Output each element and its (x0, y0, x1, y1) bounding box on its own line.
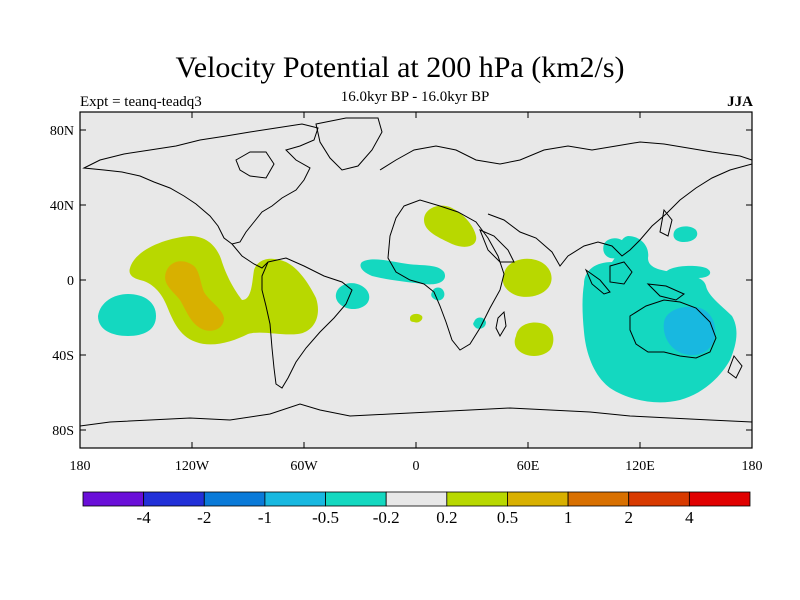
contour-neg-gulf-guinea (431, 287, 445, 301)
lon-tick-label: 120W (175, 459, 210, 474)
colorbar-label: 2 (624, 508, 633, 527)
colorbar-label: 1 (564, 508, 573, 527)
contour-neg-japan (673, 226, 698, 242)
lat-tick-label: 80N (50, 124, 74, 139)
contour-neg-maritime-continent (582, 236, 737, 403)
coastline-australia (629, 299, 717, 359)
coastline-antarctica (80, 403, 752, 427)
colorbar-swatch (264, 491, 326, 507)
contour-neg-brazil (335, 283, 370, 310)
colorbar-label: -0.5 (312, 508, 339, 527)
coastline-japan (659, 208, 673, 237)
colorbar: -4 -2 -1 -0.5 -0.2 0.2 0.5 1 2 4 (82, 491, 751, 527)
lon-tick-label: 120E (625, 459, 655, 474)
lon-tick-label: 180 (70, 459, 91, 474)
colorbar-label: 0.5 (497, 508, 518, 527)
colorbar-label: -0.2 (373, 508, 400, 527)
contour-neg-australia-core (663, 306, 716, 356)
contour-neg-east-africa (473, 317, 486, 329)
lat-tick-label: 40N (50, 199, 74, 214)
lat-tick-label: 80S (52, 424, 74, 439)
colorbar-label: -2 (197, 508, 211, 527)
colorbar-label: 4 (685, 508, 694, 527)
colorbar-swatch (82, 491, 145, 507)
colorbar-label: -1 (258, 508, 272, 527)
lat-tick-label: 0 (67, 274, 74, 289)
coastline-europe (379, 141, 752, 171)
coastline-central-america (231, 243, 269, 269)
coastline-arabia (479, 229, 515, 263)
season-label: JJA (727, 94, 753, 110)
colorbar-swatch (325, 491, 387, 507)
lat-tick-label: 40S (52, 349, 74, 364)
longitude-axis: 180 120W 60W 0 60E 120E 180 (70, 112, 763, 474)
coastlines (80, 117, 752, 427)
lon-tick-label: 60E (517, 459, 540, 474)
contour-pos-arabian-sea (502, 258, 552, 297)
latitude-axis: 80N 40N 0 40S 80S (50, 124, 752, 439)
contour-neg-tropical-atlantic (360, 259, 446, 285)
colorbar-label: 0.2 (436, 508, 457, 527)
contour-neg-central-pacific (98, 294, 156, 336)
plot-subtitle: 16.0kyr BP - 16.0kyr BP (340, 89, 490, 105)
coastline-africa (387, 199, 505, 351)
coastline-hudson-bay (235, 151, 275, 179)
lon-tick-label: 180 (742, 459, 763, 474)
colorbar-swatch (385, 491, 448, 507)
coastline-asia-south (487, 163, 752, 267)
colorbar-swatch (628, 491, 690, 507)
contour-pos-south-indian (514, 322, 554, 356)
coastline-madagascar (495, 310, 507, 338)
contour-neg-west-pacific (666, 265, 711, 278)
colorbar-swatch (143, 491, 205, 507)
colorbar-swatch (446, 491, 508, 507)
colorbar-swatch (203, 491, 266, 507)
colorbar-swatch (688, 491, 751, 507)
coastline-borneo (609, 261, 633, 285)
colorbar-label: -4 (137, 508, 152, 527)
colorbar-swatch (507, 491, 569, 507)
coastline-sumatra (584, 268, 611, 295)
coastline-new-guinea (646, 283, 685, 301)
contour-pos-west-africa-dot (410, 313, 423, 323)
coastline-south-america (261, 257, 353, 389)
coastline-new-zealand (727, 355, 743, 379)
experiment-label: Expt = teanq-teadq3 (80, 94, 202, 110)
lon-tick-label: 0 (413, 459, 420, 474)
plot-title: Velocity Potential at 200 hPa (km2/s) (175, 51, 625, 84)
contour-pos-east-pacific-core (165, 261, 224, 331)
colorbar-swatch (567, 491, 630, 507)
lon-tick-label: 60W (290, 459, 318, 474)
contour-fields (98, 205, 737, 403)
coastline-greenland (315, 117, 383, 171)
coastline-north-america (82, 123, 319, 245)
contour-pos-mediterranean (424, 205, 477, 247)
